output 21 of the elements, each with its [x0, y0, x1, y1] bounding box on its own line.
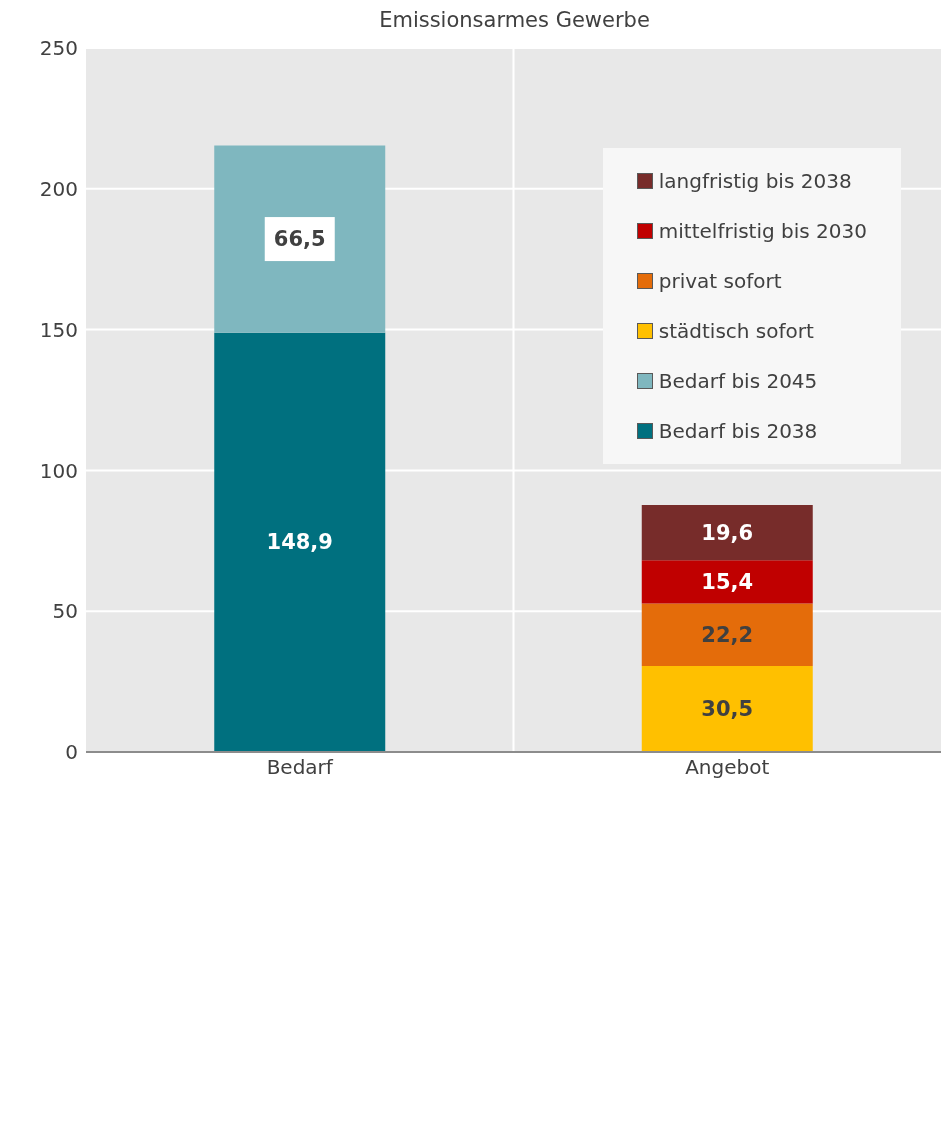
chart-title: Emissionsarmes Gewerbe [378, 8, 651, 34]
legend-label: Bedarf bis 2038 [658, 419, 818, 443]
legend-label: städtisch sofort [658, 319, 814, 343]
y-tick-label: 150 [39, 317, 78, 342]
y-tick-label: 250 [39, 36, 78, 61]
legend-label: privat sofort [658, 269, 782, 293]
legend-label: langfristig bis 2038 [658, 169, 852, 193]
x-tick-label: Angebot [685, 755, 770, 780]
y-tick-label: 100 [39, 458, 78, 483]
data-label: 66,5 [273, 227, 326, 252]
legend-label: Bedarf bis 2045 [658, 369, 818, 393]
data-label: 148,9 [266, 530, 333, 555]
data-label: 15,4 [701, 569, 754, 594]
legend-label: mittelfristig bis 2030 [658, 219, 867, 243]
x-tick-label: Bedarf [266, 755, 334, 780]
data-label: 19,6 [701, 520, 754, 545]
data-label: 22,2 [701, 622, 754, 647]
y-tick-label: 50 [52, 599, 78, 624]
data-label: 30,5 [701, 697, 754, 722]
y-tick-label: 0 [65, 740, 78, 765]
y-tick-label: 200 [39, 176, 78, 201]
